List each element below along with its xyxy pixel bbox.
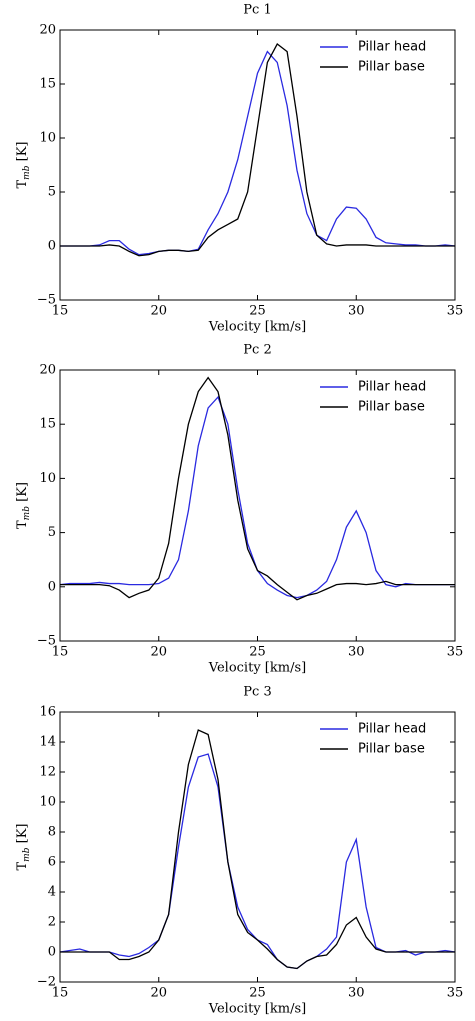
y-axis-label: Tmb [K] <box>15 482 32 529</box>
y-label-sub: mb <box>22 165 32 180</box>
y-label-rest: [K] <box>15 142 30 166</box>
chart-title: Pc 1 <box>243 3 271 18</box>
x-tick-label: 35 <box>447 986 464 1001</box>
y-tick-label: 6 <box>48 855 56 870</box>
x-tick-label: 30 <box>348 645 365 660</box>
axes-frame <box>59 369 456 642</box>
legend-label: Pillar base <box>358 60 425 75</box>
x-tick-label: 15 <box>52 304 69 319</box>
y-tick-label: 20 <box>39 23 56 38</box>
series-line <box>59 753 456 970</box>
y-tick-label: −5 <box>37 293 56 308</box>
y-tick-label: 16 <box>39 705 56 720</box>
x-tick-label: 30 <box>348 304 365 319</box>
y-tick-label: 10 <box>39 131 56 146</box>
x-tick-label: 35 <box>447 304 464 319</box>
x-tick-label: 20 <box>150 304 167 319</box>
x-tick-label: 20 <box>150 986 167 1001</box>
x-tick-label: 20 <box>150 645 167 660</box>
legend-label: Pillar head <box>358 722 426 737</box>
y-tick-label: 2 <box>48 915 56 930</box>
x-tick-label: 15 <box>52 986 69 1001</box>
x-tick-label: 25 <box>249 645 266 660</box>
y-tick-label: 5 <box>48 525 56 540</box>
y-tick-label: −5 <box>37 634 56 649</box>
y-tick-label: 15 <box>39 417 56 432</box>
x-tick-label: 15 <box>52 645 69 660</box>
y-axis-label: Tmb [K] <box>15 142 32 189</box>
y-label-main: T <box>15 179 30 188</box>
chart-title: Pc 2 <box>243 343 271 358</box>
y-tick-label: 4 <box>48 885 56 900</box>
y-tick-label: 10 <box>39 795 56 810</box>
series-line <box>59 395 455 599</box>
x-axis-label: Velocity [km/s] <box>208 320 306 335</box>
x-tick-label: 35 <box>447 645 464 660</box>
y-tick-label: 10 <box>39 471 56 486</box>
legend-label: Pillar base <box>358 400 425 415</box>
y-label-sub: mb <box>22 506 32 521</box>
y-tick-label: 20 <box>39 363 56 378</box>
chart-title: Pc 3 <box>243 685 271 700</box>
axes-frame <box>59 711 456 983</box>
axes-frame <box>59 29 456 301</box>
series-line <box>60 43 455 257</box>
x-axis-label: Velocity [km/s] <box>208 1002 306 1017</box>
y-tick-label: 5 <box>48 185 56 200</box>
x-axis-label: Velocity [km/s] <box>208 661 306 676</box>
x-tick-label: 25 <box>249 304 266 319</box>
y-label-rest: [K] <box>15 824 30 848</box>
y-label-main: T <box>15 861 30 870</box>
y-tick-label: 0 <box>48 579 56 594</box>
legend-label: Pillar base <box>358 742 425 757</box>
y-axis-label: Tmb [K] <box>15 824 32 871</box>
series-line <box>60 729 455 970</box>
legend-label: Pillar head <box>358 380 426 395</box>
y-tick-label: 0 <box>48 945 56 960</box>
series-line <box>60 376 455 601</box>
y-label-sub: mb <box>22 847 32 862</box>
y-tick-label: 15 <box>39 77 56 92</box>
y-tick-label: −2 <box>37 975 56 990</box>
legend-label: Pillar head <box>358 40 426 55</box>
y-label-main: T <box>15 520 30 529</box>
y-tick-label: 8 <box>48 825 56 840</box>
x-tick-label: 25 <box>249 986 266 1001</box>
series-line <box>60 50 456 256</box>
y-tick-label: 14 <box>39 735 56 750</box>
y-tick-label: 0 <box>48 239 56 254</box>
y-label-rest: [K] <box>15 482 30 506</box>
x-tick-label: 30 <box>348 986 365 1001</box>
y-tick-label: 12 <box>39 765 56 780</box>
